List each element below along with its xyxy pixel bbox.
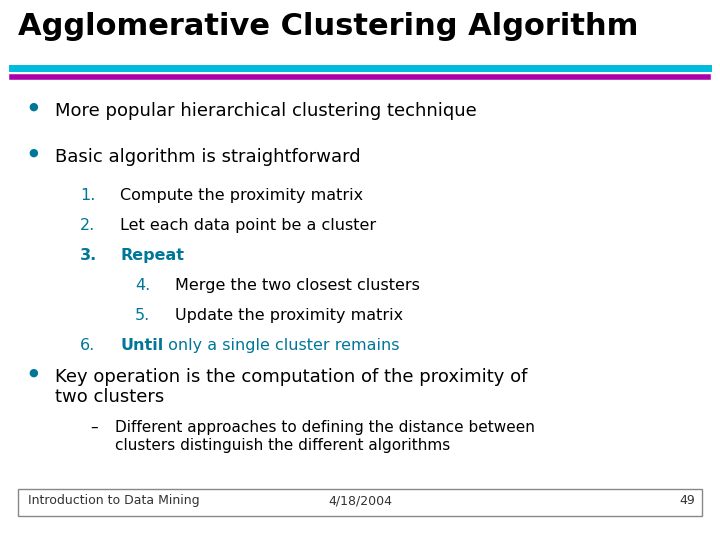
Text: Repeat: Repeat (120, 248, 184, 263)
Text: only a single cluster remains: only a single cluster remains (163, 338, 400, 353)
Text: 4.: 4. (135, 278, 150, 293)
Text: ●: ● (28, 368, 37, 378)
Text: two clusters: two clusters (55, 388, 164, 406)
Text: 2.: 2. (80, 218, 95, 233)
Text: 4/18/2004: 4/18/2004 (328, 494, 392, 507)
Text: More popular hierarchical clustering technique: More popular hierarchical clustering tec… (55, 102, 477, 120)
Text: clusters distinguish the different algorithms: clusters distinguish the different algor… (115, 438, 450, 453)
Text: Let each data point be a cluster: Let each data point be a cluster (120, 218, 376, 233)
Text: Different approaches to defining the distance between: Different approaches to defining the dis… (115, 420, 535, 435)
Text: Agglomerative Clustering Algorithm: Agglomerative Clustering Algorithm (18, 12, 639, 41)
Text: Introduction to Data Mining: Introduction to Data Mining (28, 494, 199, 507)
Text: Compute the proximity matrix: Compute the proximity matrix (120, 188, 363, 203)
Text: 1.: 1. (80, 188, 95, 203)
Text: –: – (90, 420, 98, 435)
Text: Merge the two closest clusters: Merge the two closest clusters (175, 278, 420, 293)
Text: 49: 49 (679, 494, 695, 507)
Text: Until: Until (120, 338, 163, 353)
Text: ●: ● (28, 148, 37, 158)
Text: Update the proximity matrix: Update the proximity matrix (175, 308, 403, 323)
Text: ●: ● (28, 102, 37, 112)
Text: 5.: 5. (135, 308, 150, 323)
Text: Basic algorithm is straightforward: Basic algorithm is straightforward (55, 148, 361, 166)
Text: Key operation is the computation of the proximity of: Key operation is the computation of the … (55, 368, 527, 386)
Text: 6.: 6. (80, 338, 95, 353)
Text: 3.: 3. (80, 248, 97, 263)
